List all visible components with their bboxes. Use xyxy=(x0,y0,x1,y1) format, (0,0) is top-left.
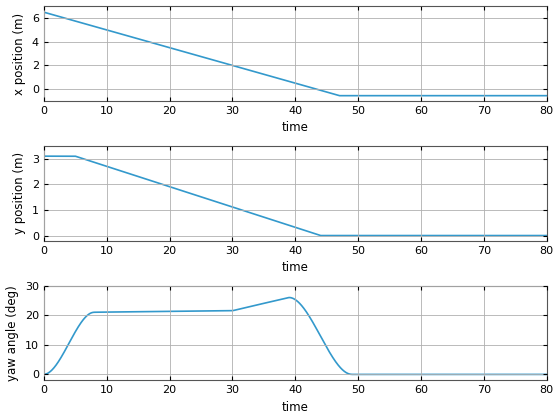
Y-axis label: x position (m): x position (m) xyxy=(13,13,26,94)
Y-axis label: y position (m): y position (m) xyxy=(13,152,26,234)
X-axis label: time: time xyxy=(282,401,309,414)
X-axis label: time: time xyxy=(282,121,309,134)
X-axis label: time: time xyxy=(282,261,309,274)
Y-axis label: yaw angle (deg): yaw angle (deg) xyxy=(6,285,19,381)
